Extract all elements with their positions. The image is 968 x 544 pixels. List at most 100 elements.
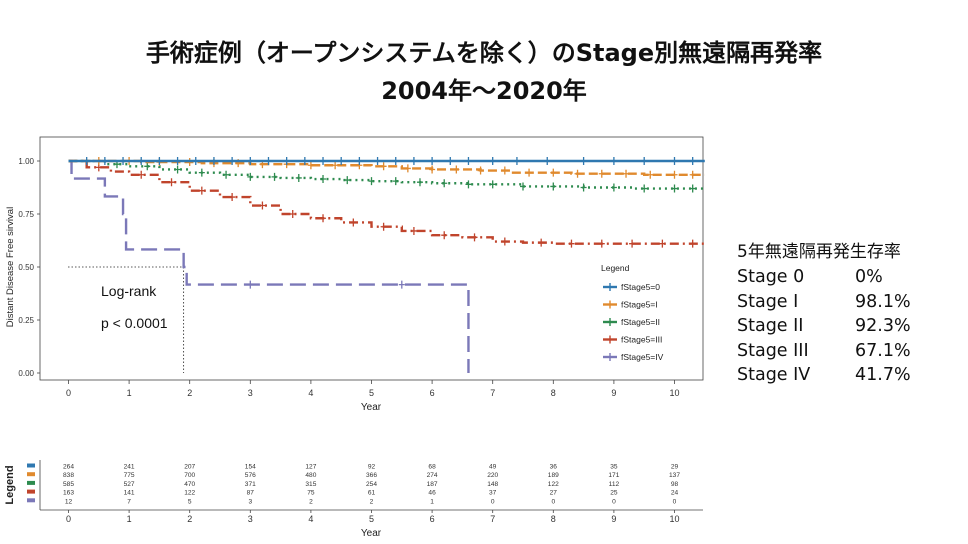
censor-mark-stage-i	[501, 166, 508, 175]
censor-mark-stage-iii	[289, 210, 296, 218]
risk-table-color-stage-iv	[27, 498, 35, 503]
censor-mark-stage-0	[489, 157, 496, 165]
risk-count-stage-0: 92	[368, 464, 376, 471]
x-tick-label: 1	[127, 388, 132, 398]
censor-mark-stage-ii	[489, 180, 496, 189]
risk-x-tick-label: 9	[611, 514, 616, 524]
censor-mark-stage-0	[465, 157, 472, 165]
risk-count-stage-iv: 7	[127, 498, 131, 505]
censor-mark-stage-iii	[380, 222, 387, 231]
censor-mark-stage-0	[610, 157, 617, 165]
risk-count-stage-ii: 98	[671, 481, 679, 488]
risk-count-stage-i: 220	[487, 472, 498, 479]
legend-title: Legend	[601, 263, 630, 273]
risk-count-stage-iv: 2	[370, 498, 374, 505]
x-tick-label: 6	[430, 388, 435, 398]
risk-table-title: Legend	[4, 465, 16, 504]
censor-mark-stage-iv	[398, 280, 405, 289]
summary-label: Stage 0	[737, 267, 805, 287]
risk-count-stage-i: 189	[548, 472, 559, 479]
risk-x-tick-label: 7	[490, 514, 495, 524]
risk-count-stage-i: 366	[366, 472, 377, 479]
risk-x-tick-label: 3	[248, 514, 253, 524]
summary-label: Stage III	[737, 340, 809, 361]
risk-count-stage-iii: 27	[550, 490, 558, 497]
censor-mark-stage-0	[580, 157, 587, 165]
risk-count-stage-iii: 46	[428, 490, 436, 497]
risk-count-stage-iii: 37	[489, 490, 497, 497]
censor-mark-stage-iv	[247, 280, 254, 289]
censor-mark-stage-0	[229, 157, 236, 165]
y-axis-label: Distant Disease Free sirvival	[5, 207, 16, 327]
risk-x-tick-label: 5	[369, 514, 374, 524]
risk-count-stage-iii: 122	[184, 490, 195, 497]
risk-count-stage-ii: 187	[427, 481, 438, 488]
risk-count-stage-iv: 2	[309, 498, 313, 505]
censor-mark-stage-iii	[629, 239, 636, 248]
censor-mark-stage-ii	[144, 162, 151, 171]
risk-count-stage-iii: 163	[63, 490, 74, 497]
slide-title: 手術症例（オープンシステムを除く）のStage別無遠隔再発率 2004年～202…	[0, 34, 968, 110]
summary-label: Stage I	[737, 291, 799, 312]
censor-mark-stage-ii	[247, 172, 254, 181]
censor-mark-stage-ii	[689, 184, 696, 193]
risk-x-tick-label: 4	[308, 514, 313, 524]
risk-count-stage-0: 36	[550, 464, 558, 471]
censor-mark-stage-iii	[689, 239, 696, 248]
censor-mark-stage-i	[550, 168, 557, 177]
y-tick-label: 1.00	[18, 157, 34, 166]
summary-value: 0%	[855, 267, 883, 287]
censor-mark-stage-0	[447, 157, 454, 165]
censor-mark-stage-ii	[641, 184, 648, 193]
censor-mark-stage-0	[513, 157, 520, 165]
censor-mark-stage-i	[623, 169, 630, 178]
risk-count-stage-iii: 25	[610, 490, 618, 497]
risk-count-stage-ii: 371	[245, 481, 256, 488]
censor-mark-stage-i	[404, 164, 411, 173]
censor-mark-stage-0	[247, 157, 254, 165]
censor-mark-stage-0	[120, 157, 127, 165]
risk-count-stage-0: 154	[245, 464, 256, 471]
censor-mark-stage-iii	[501, 237, 508, 246]
censor-mark-stage-0	[544, 157, 551, 165]
censor-mark-stage-i	[689, 170, 696, 179]
risk-count-stage-iv: 12	[65, 498, 73, 505]
x-tick-label: 7	[490, 388, 495, 398]
risk-table-color-stage-ii	[27, 480, 35, 485]
censor-mark-stage-0	[429, 157, 436, 165]
y-tick-label: 0.25	[18, 316, 34, 325]
survival-summary-title: 5年無遠隔再発生存率	[737, 242, 901, 262]
censor-mark-stage-0	[356, 157, 363, 165]
x-tick-label: 0	[66, 388, 71, 398]
risk-count-stage-ii: 315	[305, 481, 316, 488]
censor-mark-stage-0	[156, 157, 163, 165]
risk-count-stage-iii: 141	[124, 490, 135, 497]
censor-mark-stage-iii	[229, 193, 236, 202]
censor-mark-stage-i	[429, 165, 436, 174]
risk-count-stage-iv: 0	[673, 498, 677, 505]
risk-table-color-stage-iii	[27, 489, 35, 494]
censor-mark-stage-0	[301, 157, 308, 165]
risk-count-stage-0: 29	[671, 464, 679, 471]
censor-mark-stage-iii	[471, 233, 478, 242]
summary-row-stage3: Stage III 67.1%	[737, 339, 962, 364]
x-tick-label: 8	[551, 388, 556, 398]
risk-count-stage-iv: 0	[612, 498, 616, 505]
risk-x-tick-label: 8	[551, 514, 556, 524]
censor-mark-stage-i	[574, 169, 581, 178]
censor-mark-stage-0	[174, 157, 181, 165]
risk-x-tick-label: 1	[127, 514, 132, 524]
y-tick-label: 0.50	[18, 263, 34, 272]
censor-mark-stage-ii	[441, 179, 448, 188]
censor-mark-stage-0	[410, 157, 417, 165]
censor-mark-stage-ii	[344, 176, 351, 185]
risk-table-color-stage-i	[27, 472, 35, 477]
legend-label-stage-0: fStage5=0	[621, 282, 660, 292]
risk-count-stage-iii: 87	[247, 490, 255, 497]
legend-label-stage-iii: fStage5=III	[621, 335, 662, 345]
risk-count-stage-ii: 148	[487, 481, 498, 488]
logrank-label: Log-rank	[101, 283, 157, 299]
summary-value: 98.1%	[855, 291, 911, 312]
summary-row-stage0: Stage 0 0%	[737, 265, 962, 290]
censor-mark-stage-iii	[441, 231, 448, 240]
